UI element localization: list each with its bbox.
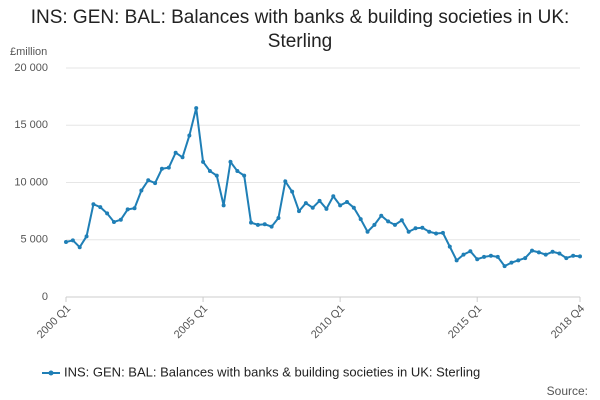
data-point	[70, 238, 75, 243]
data-point	[543, 252, 548, 257]
data-point	[454, 258, 459, 263]
data-point	[440, 230, 445, 235]
data-point	[269, 224, 274, 229]
data-point	[221, 203, 226, 208]
data-point	[166, 165, 171, 170]
data-point	[509, 260, 514, 265]
data-point	[571, 253, 576, 258]
data-point	[153, 181, 158, 186]
y-axis-label: £million	[10, 46, 47, 58]
data-point	[475, 257, 480, 262]
data-point	[482, 254, 487, 259]
data-point	[399, 218, 404, 223]
data-point	[447, 244, 452, 249]
data-point	[427, 229, 432, 234]
data-point	[262, 222, 267, 227]
data-point	[557, 251, 562, 256]
data-point	[413, 226, 418, 231]
data-point	[118, 217, 123, 222]
data-point	[139, 188, 144, 193]
data-point	[249, 220, 254, 225]
data-point	[434, 231, 439, 236]
data-point	[523, 256, 528, 261]
data-point	[276, 215, 281, 220]
data-point	[338, 203, 343, 208]
data-point	[77, 245, 82, 250]
y-tick-label: 15 000	[14, 119, 48, 131]
data-point	[564, 256, 569, 261]
data-point	[331, 194, 336, 199]
series-line	[65, 107, 581, 268]
data-point	[344, 199, 349, 204]
chart-title: INS: GEN: BAL: Balances with banks & bui…	[30, 7, 570, 52]
data-point	[310, 205, 315, 210]
data-point	[125, 207, 130, 212]
data-point	[228, 159, 233, 164]
data-point	[495, 254, 500, 259]
data-point	[502, 264, 507, 269]
data-point	[242, 173, 247, 178]
y-tick-label: 20 000	[14, 62, 48, 74]
data-point	[324, 206, 329, 211]
data-point	[372, 222, 377, 227]
data-point	[550, 249, 555, 254]
data-point	[255, 222, 260, 227]
data-point	[290, 189, 295, 194]
legend-marker	[48, 370, 54, 376]
data-point	[235, 169, 240, 174]
x-tick-label: 2015 Q1	[446, 303, 484, 341]
source: Source:	[547, 384, 588, 398]
data-point	[214, 173, 219, 178]
data-point	[536, 250, 541, 255]
data-point	[303, 201, 308, 206]
data-point	[180, 155, 185, 160]
y-tick-label: 5 000	[20, 234, 48, 246]
data-point	[146, 178, 151, 183]
data-point	[578, 254, 582, 259]
x-tick-label: 2018 Q4	[549, 303, 587, 341]
data-point	[392, 222, 397, 227]
data-point	[91, 202, 96, 207]
data-point	[64, 240, 68, 245]
data-point	[283, 179, 288, 184]
data-point	[365, 229, 370, 234]
data-point	[406, 229, 411, 234]
data-point	[201, 159, 206, 164]
data-point	[351, 205, 356, 210]
data-point	[420, 225, 425, 230]
data-point	[488, 253, 493, 258]
data-point	[132, 206, 137, 211]
data-point	[386, 219, 391, 224]
data-point	[194, 106, 199, 111]
data-point	[105, 211, 110, 216]
data-point	[297, 209, 302, 214]
data-point	[98, 205, 103, 210]
y-tick-label: 10 000	[14, 176, 48, 188]
data-point	[468, 249, 473, 254]
y-tick-label: 0	[42, 291, 48, 303]
data-point	[317, 198, 322, 203]
legend-label: INS: GEN: BAL: Balances with banks & bui…	[64, 364, 480, 379]
data-point	[207, 169, 212, 174]
data-point	[159, 166, 164, 171]
data-point	[358, 217, 363, 222]
x-tick-label: 2010 Q1	[309, 303, 347, 341]
data-point	[84, 234, 89, 239]
data-point	[173, 150, 178, 155]
data-point	[516, 258, 521, 263]
data-point	[461, 252, 466, 257]
x-tick-label: 2000 Q1	[35, 303, 73, 341]
x-tick-label: 2005 Q1	[172, 303, 210, 341]
data-point	[379, 213, 384, 218]
data-point	[111, 220, 116, 225]
data-point	[530, 248, 535, 253]
data-point	[187, 133, 192, 138]
